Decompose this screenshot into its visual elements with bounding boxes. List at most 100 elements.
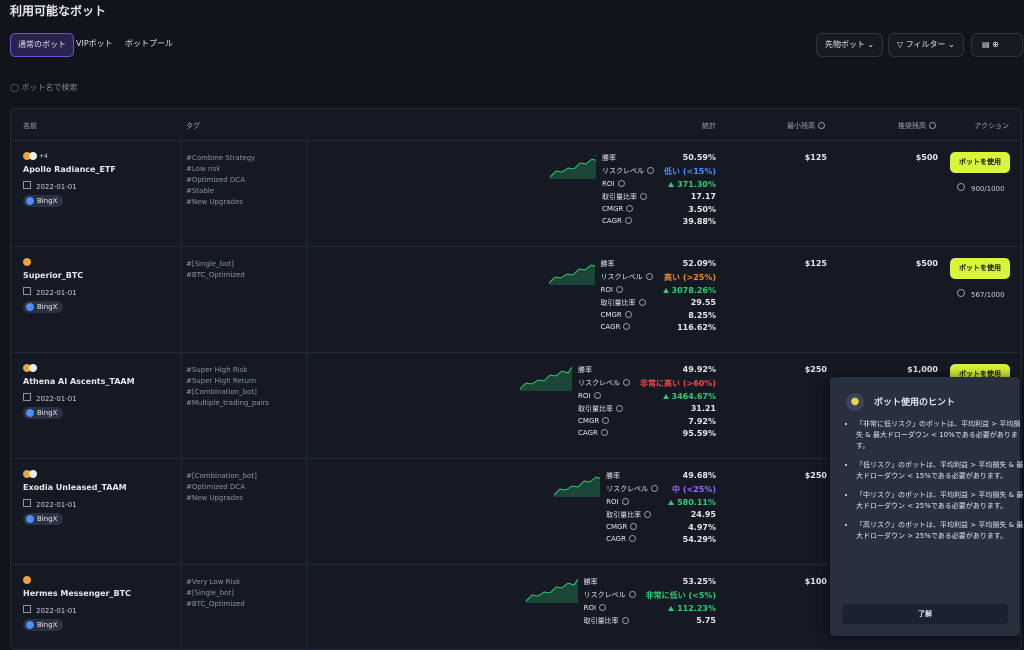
tab[interactable]: VIPボット	[76, 39, 113, 48]
type-dropdown[interactable]: 先物ボット ⌄	[816, 33, 884, 57]
hint-title: ボット使用のヒント	[874, 398, 956, 408]
stat-text: 3078.26%	[671, 286, 716, 295]
coin-icon	[29, 470, 37, 478]
bot-name: Apollo Radiance_ETF	[23, 165, 116, 174]
stat-text: 4.97%	[688, 523, 716, 532]
tab[interactable]: ボットプール	[125, 39, 173, 48]
coin-icon	[23, 364, 31, 372]
info-icon	[651, 485, 659, 492]
sparkline	[554, 473, 601, 497]
stat-value: 112.23%	[646, 604, 716, 613]
hint-popup: ● ボット使用のヒント 「非常に低リスク」のボットは、平均利益 > 平均損失 &…	[830, 377, 1023, 636]
tag: #[Combination_bot]	[186, 472, 257, 480]
stat-value: 17.17	[664, 192, 716, 202]
tab[interactable]: 通常のボット	[10, 33, 74, 57]
stats: 勝率 49.68% リスクレベル 中 (<25%) ROI 580.11% 取引量比率 24.…	[554, 471, 716, 544]
stats: 勝率 53.25% リスクレベル 非常に低い (<5%) ROI 112.23% 取引量比率…	[525, 577, 716, 626]
exchange-badge: BingX	[23, 195, 64, 207]
stat-text: 112.23%	[677, 604, 716, 613]
info-icon	[638, 299, 646, 306]
exchange-icon	[26, 515, 34, 523]
use-bot-button[interactable]: ボットを使用	[950, 258, 1010, 279]
stat-text: 24.95	[690, 510, 716, 519]
bot-name: Athena AI Ascents_TAAM	[23, 377, 135, 386]
exchange-icon	[26, 621, 34, 629]
user-count: 900/1000	[957, 183, 1005, 193]
stat-text: 17.17	[690, 192, 716, 201]
stat-value: 高い (>25%)	[663, 272, 716, 283]
exchange-icon	[26, 409, 34, 417]
stat-text: 49.92%	[682, 365, 716, 374]
tag: #New Upgrades	[186, 198, 243, 206]
date-text: 2022-01-01	[36, 289, 77, 297]
filter-label: フィルター	[905, 40, 946, 49]
stat-grid: 勝率 50.59% リスクレベル 低い (<15%) ROI 371.30% 取引量比率 17…	[602, 153, 716, 226]
info-icon	[599, 604, 607, 611]
stats: 勝率 52.09% リスクレベル 高い (>25%) ROI 3078.26% 取引量比率 2…	[548, 259, 716, 332]
info-icon	[593, 392, 601, 399]
search-input[interactable]: ◯ ボット名で検索	[10, 83, 78, 92]
user-count-text: 900/1000	[971, 185, 1005, 193]
stat-value: 54.29%	[668, 535, 716, 544]
stat-value: 7.92%	[640, 417, 716, 426]
stat-grid: 勝率 49.68% リスクレベル 中 (<25%) ROI 580.11% 取引量比率 24.…	[606, 471, 716, 544]
hint-item: 「中リスク」のボットは、平均利益 > 平均損失 & 最大ドローダウン < 25%…	[856, 490, 1024, 512]
user-icon	[957, 289, 965, 297]
stat-value: 4.97%	[668, 523, 716, 532]
search-placeholder: ボット名で検索	[21, 83, 78, 92]
stat-label: 勝率	[583, 578, 598, 586]
table-row: Exodia Unleased_TAAM 2022-01-01 BingX #[Com…	[11, 458, 1021, 565]
stat-value: 371.30%	[664, 180, 716, 189]
use-bot-button[interactable]: ボットを使用	[950, 152, 1010, 173]
stat-value: 52.09%	[663, 259, 716, 269]
stat-label: リスクレベル	[584, 590, 636, 601]
tag: #Super High Risk	[186, 366, 248, 374]
stat-label: 取引量比率	[606, 510, 658, 520]
exchange-icon	[26, 303, 34, 311]
date: 2022-01-01	[23, 605, 77, 615]
recommended-balance: $500	[915, 153, 938, 162]
stat-value: 中 (<25%)	[668, 484, 716, 495]
info-icon	[644, 511, 652, 518]
bulb-icon: ●	[846, 393, 864, 411]
tag: #BTC_Optimized	[186, 600, 245, 608]
info-icon	[640, 193, 648, 200]
stat-text: 7.92%	[688, 417, 716, 426]
tag: #Stable	[186, 187, 215, 195]
stat-text: 95.59%	[682, 429, 716, 438]
tag: #Low risk	[186, 165, 221, 173]
stat-value: 24.95	[668, 510, 716, 520]
column-header: 統計	[702, 122, 716, 130]
stat-value: 低い (<15%)	[664, 166, 716, 177]
column-header: 推奨残高	[898, 121, 936, 131]
view-toggle[interactable]: ▤ ⊕	[971, 33, 1023, 57]
table-row: Hermes Messenger_BTC 2022-01-01 BingX #Very…	[11, 564, 1021, 649]
tag-list: #Combine Strategy #Low risk #Optimized DCA…	[186, 153, 255, 208]
stat-label: 取引量比率	[578, 404, 630, 414]
info-icon	[623, 379, 631, 386]
stat-value: 49.92%	[640, 365, 716, 375]
stat-label: CAGR	[606, 535, 658, 544]
stat-label: ROI	[601, 286, 653, 295]
stat-text: 52.09%	[682, 259, 716, 268]
stat-value: 3078.26%	[662, 286, 716, 295]
tag: #Optimized DCA	[186, 176, 245, 184]
stat-value: 39.88%	[664, 217, 716, 226]
exchange-badge: BingX	[23, 619, 64, 631]
date: 2022-01-01	[23, 287, 77, 297]
coin-icon	[29, 364, 37, 372]
stat-grid: 勝率 52.09% リスクレベル 高い (>25%) ROI 3078.26% 取引量比率 2…	[601, 259, 716, 332]
stat-value: 8.25%	[663, 311, 716, 320]
ok-button[interactable]: 了解	[842, 604, 1008, 624]
stat-value: 580.11%	[668, 498, 716, 507]
stat-label: 勝率	[600, 260, 615, 268]
stat-label: ROI	[584, 604, 636, 613]
stat-label: CMGR	[601, 311, 653, 320]
stat-text: 29.55	[690, 298, 716, 307]
page: 利用可能なボット 通常のボット VIPボット ボットプール 先物ボット ⌄ ▽ …	[0, 0, 1024, 636]
tag: #Optimized DCA	[186, 483, 245, 491]
stat-text: 中 (<25%)	[672, 485, 716, 494]
info-icon	[617, 180, 625, 187]
filter-button[interactable]: ▽ フィルター ⌄	[888, 33, 964, 57]
dropdown-label: 先物ボット	[825, 40, 865, 49]
